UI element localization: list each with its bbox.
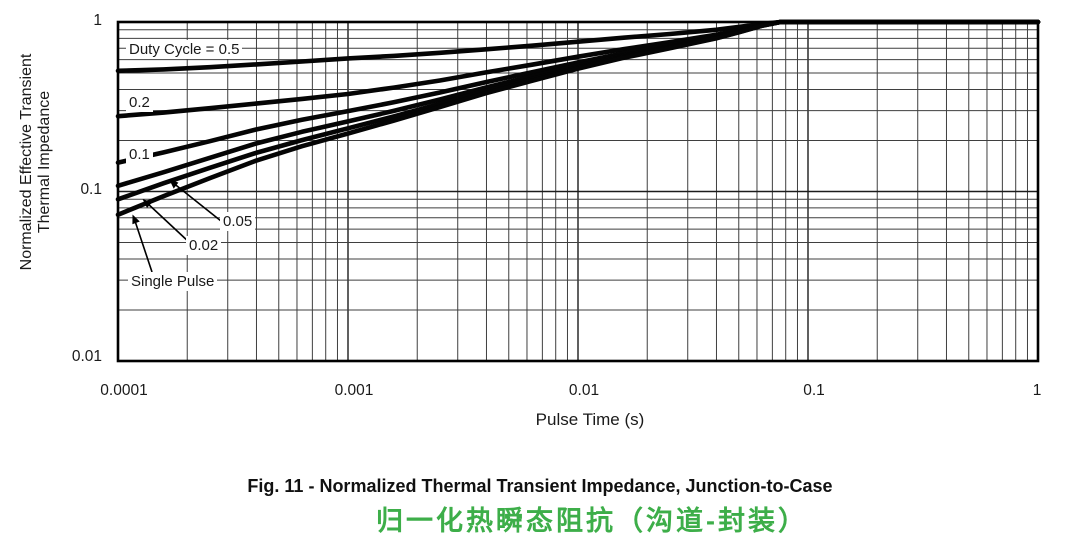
arrowhead-0.02 (142, 199, 153, 208)
leader-line-0.02 (145, 201, 191, 244)
arrowhead-single-pulse (132, 214, 140, 225)
y-tick-0.1: 0.1 (80, 181, 102, 198)
arrowhead-0.05 (169, 179, 179, 189)
curve-label-duty-0.5: Duty Cycle = 0.5 (126, 40, 243, 59)
leader-line-0.05 (171, 181, 222, 222)
y-axis-title: Normalized Effective Transient Thermal I… (18, 0, 58, 332)
leader-lines (132, 179, 222, 273)
curve-label-duty-0.02: 0.02 (186, 236, 222, 255)
figure-caption-chinese: 归一化热瞬态阻抗（沟道-封装） (376, 506, 808, 536)
x-tick-0.1: 0.1 (803, 382, 825, 399)
x-axis-title: Pulse Time (s) (535, 410, 645, 429)
y-axis-title-line1: Normalized Effective Transient (18, 53, 35, 271)
y-tick-1: 1 (93, 12, 102, 29)
log-grid (117, 21, 1039, 362)
curve-label-single-pulse: Single Pulse (128, 272, 218, 291)
y-axis-title-line2: Thermal Impedance (36, 90, 53, 234)
impedance-plot-canvas (115, 19, 1041, 363)
x-tick-0.001: 0.001 (334, 382, 374, 399)
leader-line-single-pulse (134, 220, 153, 273)
curve-label-duty-0.05: 0.05 (220, 212, 256, 231)
curve-label-duty-0.2: 0.2 (126, 93, 153, 112)
x-tick-0.01: 0.01 (568, 382, 600, 399)
thermal-impedance-chart: Normalized Effective Transient Thermal I… (18, 0, 1042, 429)
plot-border (116, 20, 1040, 363)
y-tick-0.01: 0.01 (71, 348, 102, 365)
figure-caption: Fig. 11 - Normalized Thermal Transient I… (247, 476, 833, 496)
x-tick-0.0001: 0.0001 (100, 382, 148, 399)
curve-label-duty-0.1: 0.1 (126, 145, 153, 164)
x-tick-1: 1 (1032, 382, 1042, 399)
